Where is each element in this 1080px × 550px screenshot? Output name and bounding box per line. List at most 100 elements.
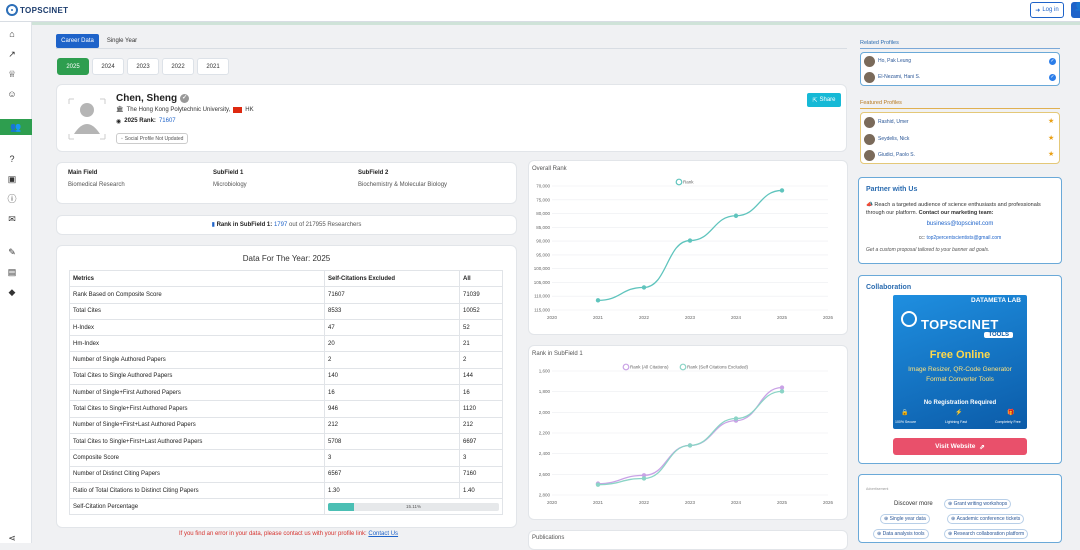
info-icon[interactable]: ⓘ [7, 194, 17, 204]
share-button[interactable]: ⇱ Share [807, 93, 841, 107]
data-point[interactable] [779, 188, 785, 193]
banner-top-text: DATAMETA LAB [971, 297, 1021, 304]
data-point[interactable] [641, 473, 647, 478]
avatar [864, 55, 875, 67]
share-icon[interactable]: ⋖ [8, 533, 16, 543]
banner-line1: Image Resizer, QR-Code Generator [908, 366, 1012, 373]
ad-pill[interactable]: ⊕ Research collaboration platform [944, 529, 1029, 539]
y-tick-label: 2,200 [539, 431, 551, 436]
data-point[interactable] [733, 416, 739, 421]
self-citation-label: Self-Citation Percentage [69, 498, 325, 516]
avatar [864, 149, 875, 161]
y-tick-label: 2,400 [539, 451, 551, 456]
mail-icon[interactable]: ✉ [8, 214, 16, 224]
metric-name: Number of Single Authored Papers [69, 351, 325, 369]
tools-icon[interactable]: ✎ [8, 247, 16, 257]
all-value: 16 [459, 384, 503, 402]
login-button[interactable]: ➜ Log in [1030, 2, 1064, 18]
featured-profile-name: Seydelis, Nick [878, 136, 910, 142]
feature-secure: 100% Secure [895, 420, 917, 424]
data-point[interactable] [779, 389, 785, 394]
data-point[interactable] [733, 213, 739, 218]
table-row: Total Cites to Single Authored Papers 140… [69, 367, 503, 386]
metric-name: Total Cites to Single+First+Last Authore… [69, 432, 325, 451]
subfield-rank-suffix: out of 217955 Researchers [288, 222, 362, 228]
ad-pill[interactable]: ⊕ Grant writing workshops [944, 499, 1012, 509]
related-profile[interactable]: Ho, Pak Leung [864, 55, 911, 67]
tags-icon[interactable]: ◆ [8, 287, 16, 297]
overall-rank-card [528, 160, 848, 335]
metric-name: Number of Distinct Citing Papers [69, 465, 325, 483]
year-button[interactable]: 2024 [92, 58, 124, 75]
ad-pill-label: Academic conference tickets [956, 516, 1021, 522]
contact-us-link[interactable]: Contact Us [368, 531, 399, 537]
help-icon[interactable]: ? [9, 154, 15, 164]
metric-name: Number of Single+First Authored Papers [69, 384, 325, 402]
ad-pill[interactable]: ⊕ Data analysis tools [873, 529, 929, 539]
avatar [66, 96, 108, 142]
featured-profile-name: Giudici, Paolo S. [878, 152, 915, 158]
top-bar: TOPSCINET ➜ Log in 👤 [0, 0, 1080, 22]
ad-pill-label: Research collaboration platform [953, 531, 1025, 537]
data-point[interactable] [595, 482, 601, 487]
y-tick-label: 110,000 [534, 294, 550, 299]
table-row: Rank Based on Composite Score 71607 71039 [69, 286, 503, 304]
related-profile[interactable]: El-Nezami, Hani S. [864, 71, 920, 83]
users-icon[interactable]: 👥 [0, 119, 32, 135]
partner-email-cc[interactable]: top2percentscientists@gmail.com [926, 235, 1002, 241]
x-tick-label: 2025 [777, 500, 788, 505]
chart-icon[interactable]: ↗ [8, 49, 16, 59]
self-excluded-value: 212 [324, 416, 460, 434]
tab-single-year[interactable]: Single Year [106, 38, 138, 44]
star-icon: ★ [1048, 118, 1055, 125]
tools-banner[interactable]: DATAMETA LAB TOPSCINET TOOLS Free Online… [893, 295, 1027, 429]
data-point[interactable] [687, 443, 693, 448]
featured-profile[interactable]: Rashid, Umer [864, 116, 909, 128]
data-point[interactable] [595, 298, 601, 303]
verified-icon: ✓ [1049, 74, 1056, 81]
series-line [597, 189, 783, 302]
partner-desc: 📣 Reach a targeted audience of science e… [866, 201, 1056, 217]
partner-email[interactable]: business@topscinet.com [926, 221, 994, 227]
ad-pill[interactable]: ⊕ Academic conference tickets [947, 514, 1025, 524]
year-button[interactable]: 2022 [162, 58, 194, 75]
featured-profile[interactable]: Giudici, Paolo S. [864, 149, 915, 161]
ad-pill[interactable]: ⊕ Single year data [880, 514, 930, 524]
award-icon[interactable]: ♕ [7, 69, 17, 79]
subfield1-label: SubField 1 [213, 170, 244, 176]
data-point[interactable] [779, 385, 785, 390]
all-value: 7160 [459, 465, 503, 483]
visit-website-button[interactable]: Visit Website ⇗ [893, 438, 1027, 455]
home-icon[interactable]: ⌂ [9, 29, 15, 39]
self-citation-percent: 15.11% [406, 503, 421, 509]
error-text: If you find an error in your data, pleas… [178, 531, 367, 537]
rank-value[interactable]: 71607 [158, 118, 176, 124]
ad-icon[interactable]: ▣ [7, 174, 17, 184]
year-button[interactable]: 2025 [57, 58, 89, 75]
year-button[interactable]: 2021 [197, 58, 229, 75]
legend-swatch [675, 178, 683, 186]
data-point[interactable] [641, 476, 647, 481]
star-icon: ★ [1048, 135, 1055, 142]
briefcase-icon[interactable]: ▤ [7, 267, 17, 277]
gift-icon: 🎁 [1007, 410, 1015, 416]
x-tick-label: 2026 [823, 500, 834, 505]
featured-profile[interactable]: Seydelis, Nick [864, 133, 909, 145]
user-button[interactable]: 👤 [1071, 2, 1080, 18]
self-excluded-value: 946 [324, 400, 460, 418]
feature-free: Completely Free [995, 420, 1021, 424]
metric-name: Rank Based on Composite Score [69, 286, 325, 304]
star-icon: ★ [1048, 151, 1055, 158]
user-check-icon[interactable]: ☺ [7, 89, 17, 99]
university: The Hong Kong Polytechnic University, [126, 106, 231, 113]
all-value: 6697 [459, 432, 503, 451]
collaboration-title: Collaboration [866, 284, 912, 291]
data-point[interactable] [641, 285, 647, 290]
data-point[interactable] [687, 238, 693, 243]
logo[interactable]: TOPSCINET [6, 4, 68, 16]
x-tick-label: 2025 [777, 315, 788, 320]
featured-profiles-card [860, 112, 1060, 164]
tab-career-data[interactable]: Career Data [56, 34, 99, 48]
subfield-rank-text: ▮ Rank in SubField 1: 1797 out of 217955… [56, 221, 517, 228]
year-button[interactable]: 2023 [127, 58, 159, 75]
